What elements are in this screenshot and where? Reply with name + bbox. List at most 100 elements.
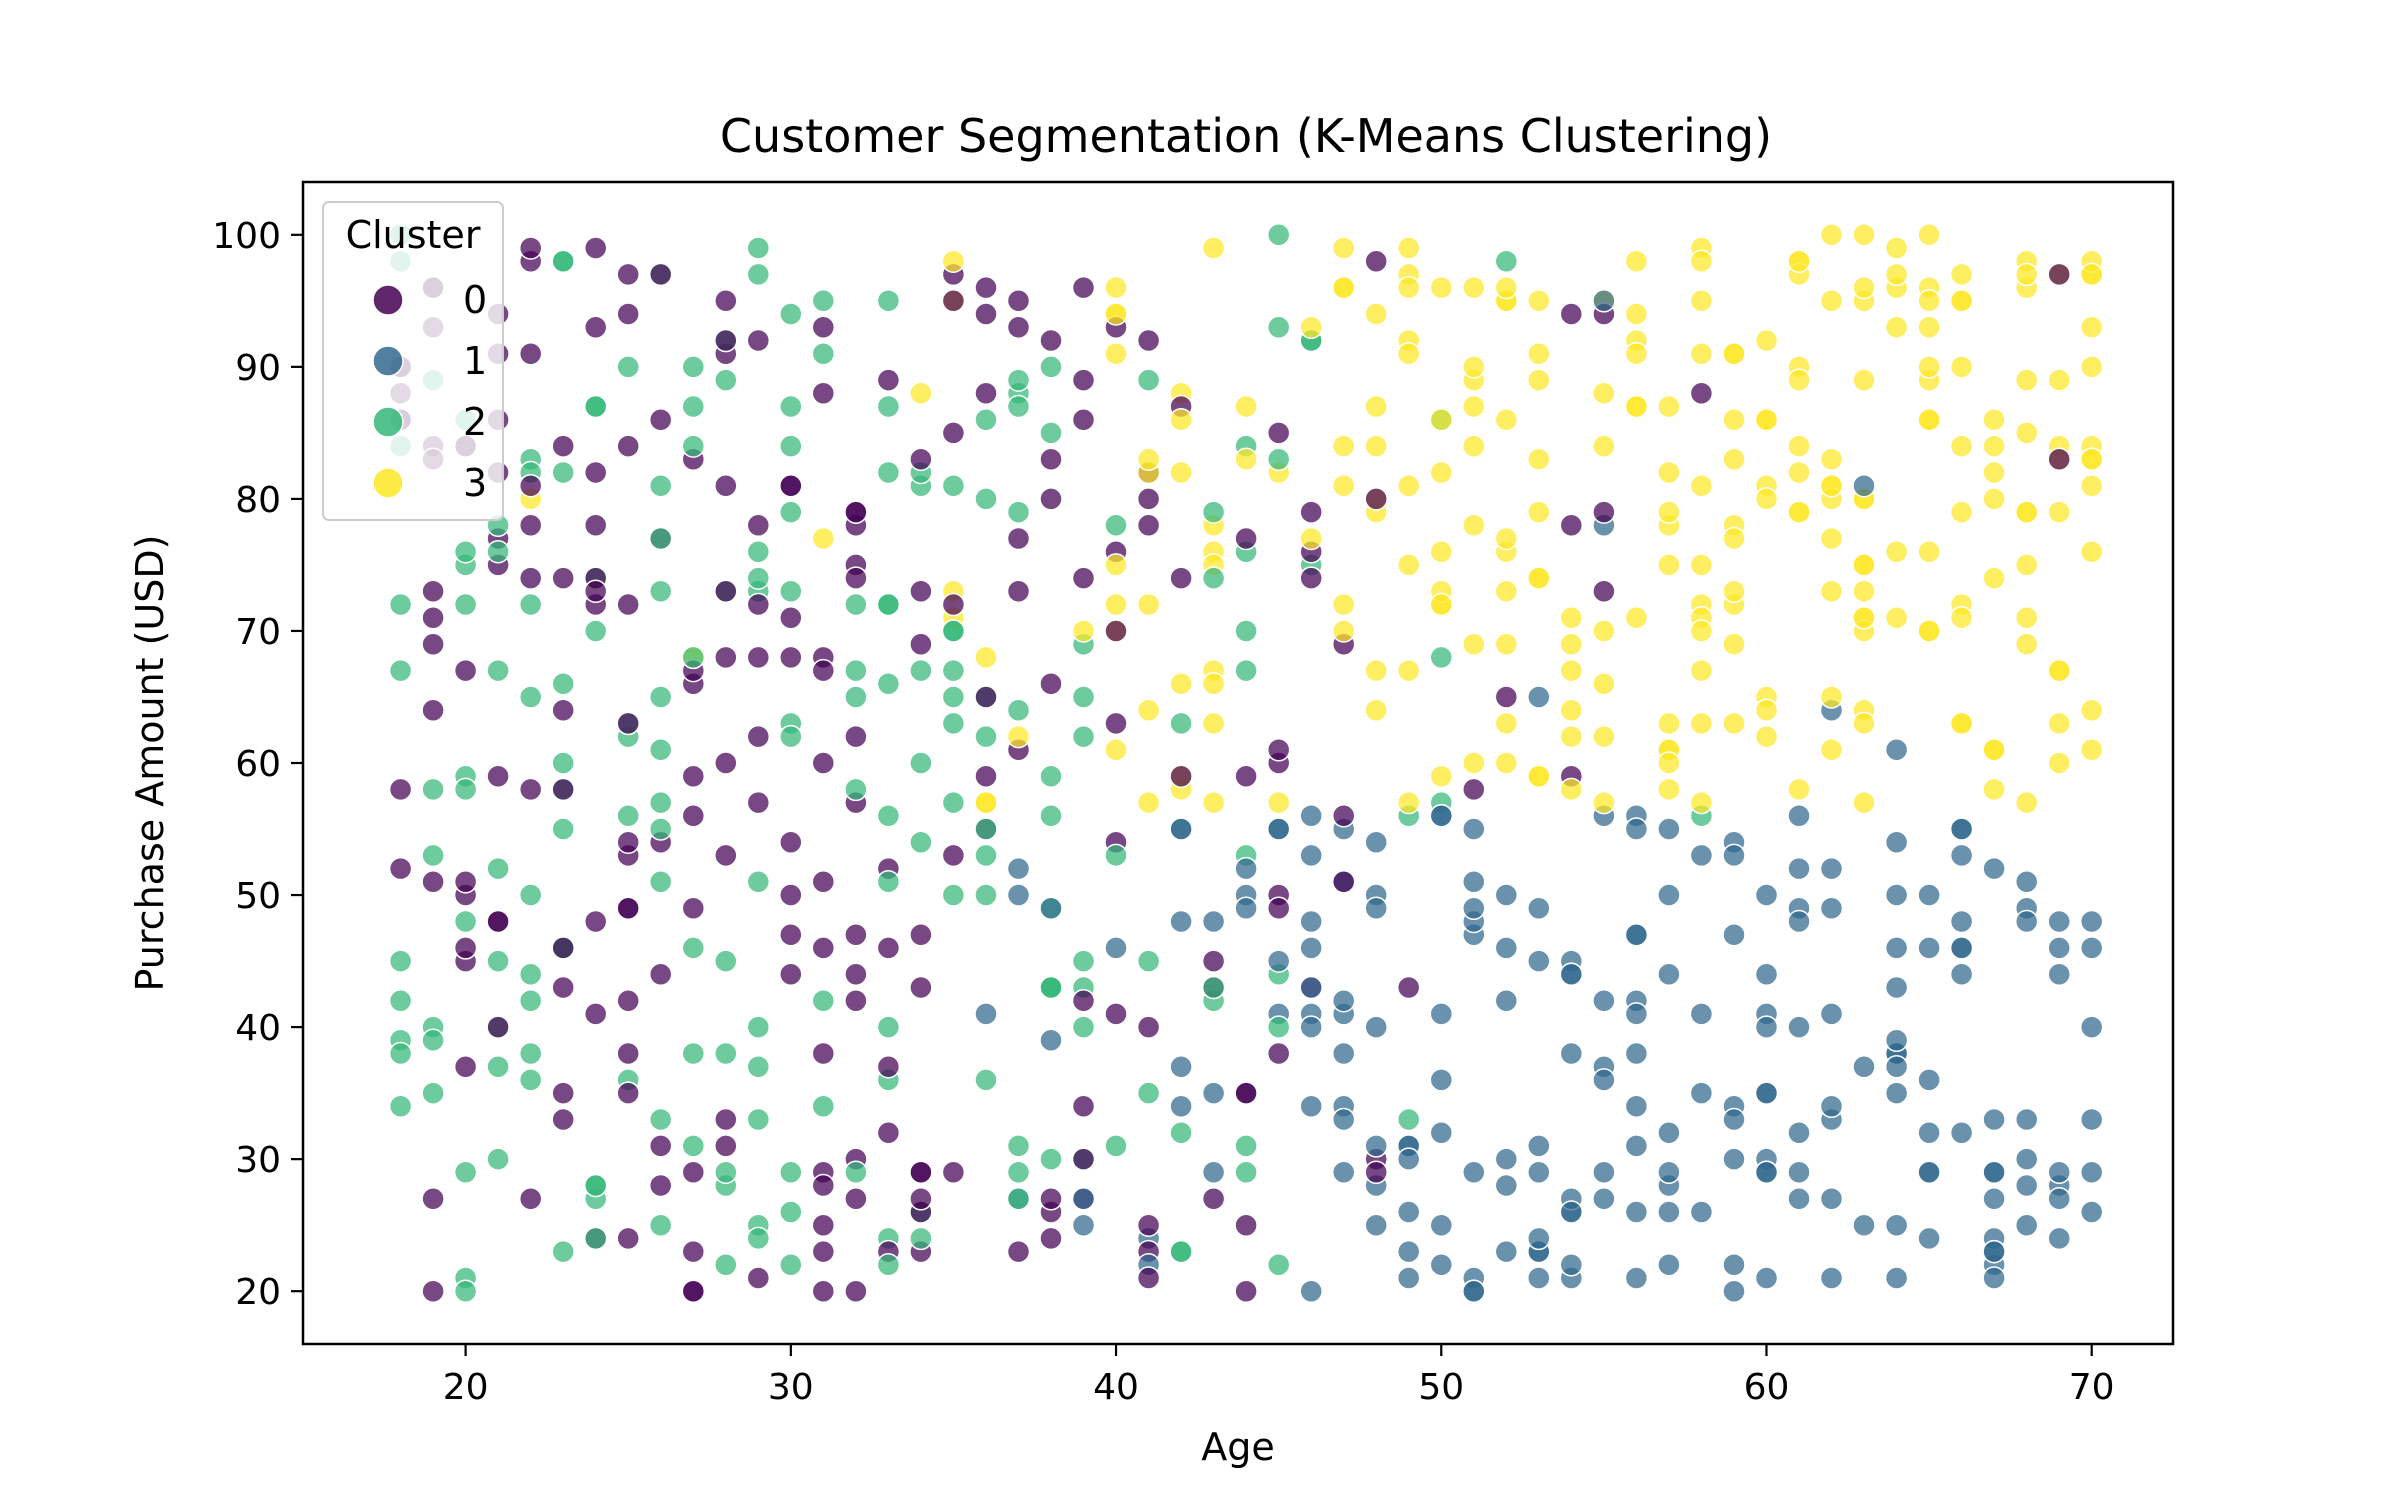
data-point [1331,1041,1356,1066]
data-point [1396,1200,1421,1224]
data-point [941,592,966,617]
data-point [2047,368,2071,392]
data-point [518,988,543,1013]
data-point [518,513,543,538]
legend: Cluster 0 1 2 3 [322,201,504,521]
data-point [1234,394,1258,419]
data-point [1201,1081,1226,1105]
data-point [1104,843,1128,868]
data-point [1527,1266,1551,1290]
data-point [1462,751,1486,775]
data-point [1039,975,1063,1000]
data-point [1169,460,1193,485]
data-point [1104,302,1128,326]
data-point [1722,843,1746,868]
data-point [876,592,901,617]
data-point [551,1081,575,1105]
data-point [811,1213,836,1237]
data-point [909,1187,933,1211]
data-point [1852,368,1876,392]
data-point [1396,658,1421,683]
data-point [551,1239,575,1264]
data-point [648,1134,673,1158]
data-point [453,909,478,934]
data-point [1299,526,1323,551]
data-point [811,1279,836,1303]
data-point [1462,870,1486,894]
data-point [2047,262,2071,287]
data-point [974,685,998,709]
data-point [1266,223,1291,247]
data-point [1657,460,1681,485]
data-point [1039,764,1063,788]
legend-marker [372,345,404,377]
data-point [1884,1054,1909,1079]
data-point [1364,302,1388,326]
data-point [1852,223,1876,247]
legend-label: 2 [463,400,487,444]
data-point [1201,975,1226,1000]
data-point [1624,1041,1649,1066]
data-point [1234,1279,1258,1303]
data-point [2014,421,2039,445]
data-point [2047,962,2071,987]
data-point [1949,817,1974,841]
data-point [714,328,738,353]
data-point [616,830,640,854]
data-point [844,988,868,1013]
data-point [811,1094,836,1119]
data-point [974,817,998,841]
data-point [779,394,803,419]
data-point [1201,949,1226,973]
data-point [1722,341,1746,366]
data-point [1852,606,1876,630]
data-point [1494,711,1519,736]
data-point [1819,685,1844,709]
data-point [1364,698,1388,722]
data-point [551,975,575,1000]
data-point [714,1253,738,1277]
data-point [974,764,998,788]
data-point [1104,513,1128,538]
data-point [1982,1107,2006,1132]
data-point [1234,1134,1258,1158]
data-point [714,949,738,973]
legend-title: Cluster [346,213,481,257]
data-point [1559,1041,1584,1066]
data-point [1527,447,1551,472]
data-point [421,632,445,656]
data-point [714,1160,738,1185]
data-point [2079,698,2104,722]
data-point [779,606,803,630]
data-point [941,790,966,815]
data-point [1624,606,1649,630]
points-layer [388,223,2104,1303]
data-point [1592,289,1616,313]
data-point [974,381,998,406]
data-point [1331,804,1356,828]
data-point [714,1134,738,1158]
data-point [1787,856,1811,881]
data-point [1949,962,1974,987]
data-point [1754,724,1779,749]
data-point [1689,249,1714,273]
data-point [1819,1266,1844,1290]
data-point [1071,724,1096,749]
data-point [1819,223,1844,247]
data-point [1071,949,1096,973]
data-point [1689,843,1714,868]
data-point [1884,236,1909,260]
data-point [1071,1094,1096,1119]
data-point [1429,460,1454,485]
data-point [1754,883,1779,907]
data-point [1462,777,1486,802]
data-point [1494,526,1519,551]
data-point [551,698,575,722]
data-point [974,843,998,868]
data-point [1624,341,1649,366]
data-point [1884,936,1909,960]
data-point [1299,975,1323,1000]
data-point [518,1041,543,1066]
data-point [388,1094,413,1119]
data-point [1396,1107,1421,1132]
